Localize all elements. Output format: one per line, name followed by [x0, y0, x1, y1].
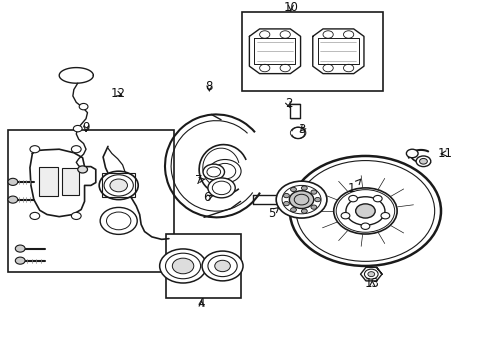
Circle shape — [364, 269, 377, 279]
Circle shape — [367, 272, 374, 276]
Circle shape — [15, 257, 25, 264]
Bar — [166, 234, 240, 298]
Text: 10: 10 — [283, 1, 298, 14]
Circle shape — [71, 146, 81, 153]
Text: 5: 5 — [267, 207, 278, 220]
Circle shape — [207, 178, 235, 198]
Circle shape — [214, 260, 230, 272]
Circle shape — [8, 178, 18, 185]
Circle shape — [290, 187, 296, 192]
Circle shape — [172, 258, 193, 274]
Circle shape — [333, 188, 396, 234]
Circle shape — [30, 146, 40, 153]
Circle shape — [203, 164, 224, 180]
Circle shape — [301, 209, 306, 213]
Circle shape — [159, 249, 206, 283]
Circle shape — [341, 212, 349, 219]
Text: 8: 8 — [205, 80, 213, 93]
Circle shape — [15, 245, 25, 252]
Circle shape — [100, 207, 137, 234]
Circle shape — [289, 191, 313, 208]
Text: 6: 6 — [203, 191, 213, 204]
Bar — [8, 130, 173, 273]
Text: 9: 9 — [82, 121, 90, 134]
Bar — [289, 104, 299, 118]
Text: 13: 13 — [364, 276, 379, 289]
Circle shape — [8, 196, 18, 203]
Circle shape — [301, 186, 306, 190]
Text: 2: 2 — [284, 97, 291, 110]
Text: 11: 11 — [437, 147, 452, 160]
Circle shape — [310, 205, 316, 209]
Circle shape — [30, 212, 40, 220]
Circle shape — [202, 251, 243, 281]
Circle shape — [415, 156, 430, 167]
Circle shape — [79, 103, 88, 110]
Text: 12: 12 — [110, 87, 125, 100]
Bar — [62, 168, 79, 195]
Bar — [242, 12, 383, 91]
Circle shape — [406, 149, 417, 158]
Circle shape — [99, 171, 138, 199]
Circle shape — [314, 198, 320, 202]
Circle shape — [73, 125, 82, 132]
Circle shape — [283, 202, 289, 206]
Text: 7: 7 — [195, 174, 205, 186]
Circle shape — [373, 195, 381, 202]
Circle shape — [276, 181, 326, 218]
Circle shape — [348, 195, 357, 202]
Bar — [102, 174, 135, 198]
Circle shape — [283, 193, 289, 198]
Circle shape — [78, 166, 87, 173]
Text: 1: 1 — [347, 179, 360, 195]
Circle shape — [419, 158, 427, 164]
Text: 3: 3 — [298, 123, 305, 136]
Circle shape — [380, 212, 389, 219]
Circle shape — [355, 204, 374, 218]
Circle shape — [360, 223, 369, 229]
Circle shape — [345, 197, 384, 225]
Text: 4: 4 — [198, 297, 205, 310]
Circle shape — [110, 179, 127, 192]
Circle shape — [290, 208, 296, 212]
Bar — [39, 167, 58, 196]
Circle shape — [71, 212, 81, 220]
Circle shape — [310, 190, 316, 194]
